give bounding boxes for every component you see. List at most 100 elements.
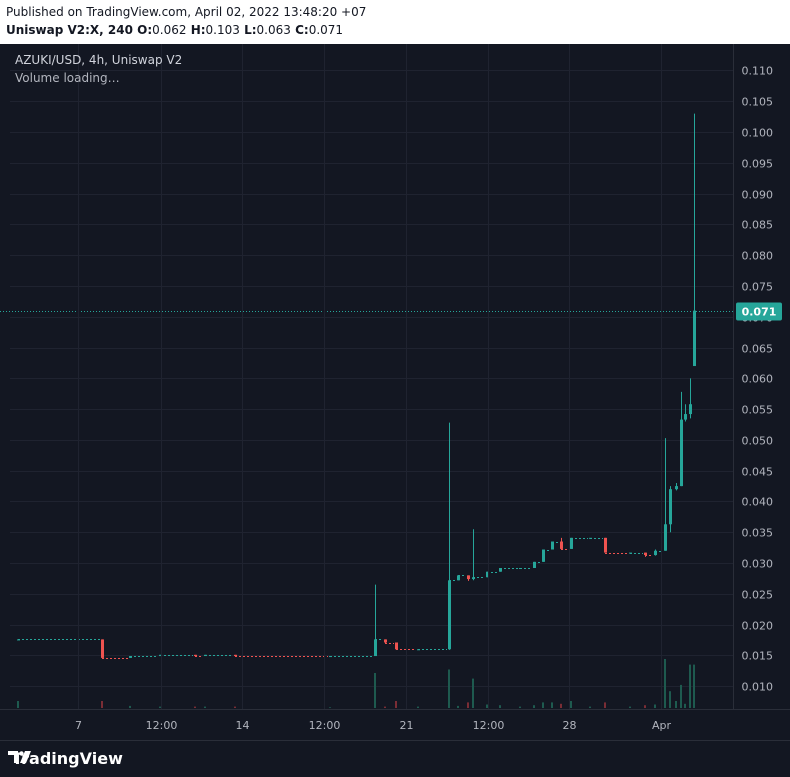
y-tick-label: 0.040 xyxy=(742,496,774,509)
volume-bar xyxy=(629,706,631,708)
candle-body xyxy=(560,541,563,549)
candle-body xyxy=(689,404,692,415)
candle-body xyxy=(570,537,573,549)
candle-body xyxy=(589,537,592,539)
open-value: 0.062 xyxy=(152,23,187,37)
candle-body xyxy=(467,575,470,580)
tradingview-logo-text: TradingView xyxy=(12,749,123,768)
candle-body xyxy=(654,550,657,556)
volume-bar xyxy=(417,706,419,708)
y-tick-label: 0.065 xyxy=(742,343,774,356)
candle-body xyxy=(519,567,522,569)
chart-area[interactable]: 0.110 0.105 0.100 0.095 0.090 0.085 0.080 0.075… xyxy=(0,44,790,740)
candle-body xyxy=(159,654,162,657)
y-tick-label: 0.080 xyxy=(742,250,774,263)
candle-body xyxy=(384,639,387,643)
candle-body xyxy=(675,486,678,490)
volume-bar xyxy=(194,706,196,708)
candle-body xyxy=(101,639,104,658)
volume-bar xyxy=(472,678,474,708)
candle-body xyxy=(684,414,687,420)
candle-body xyxy=(129,656,132,658)
volume-bar xyxy=(560,703,562,708)
candle-body xyxy=(374,639,377,657)
y-tick-label: 0.035 xyxy=(742,527,774,540)
x-tick-label: 14 xyxy=(236,719,250,732)
volume-bar xyxy=(675,701,677,708)
x-tick-label: 28 xyxy=(563,719,577,732)
volume-bar xyxy=(669,691,671,708)
volume-bar xyxy=(457,705,459,708)
candle-body xyxy=(448,580,451,650)
y-tick-label: 0.015 xyxy=(742,650,774,663)
close-value: 0.071 xyxy=(308,23,344,37)
footer: TradingView xyxy=(0,740,790,777)
x-tick-label: 21 xyxy=(400,719,414,732)
volume-bar xyxy=(486,704,488,708)
volume-bar xyxy=(519,706,521,708)
volume-bar xyxy=(395,701,397,708)
volume-bar xyxy=(499,705,501,708)
low-label: L: xyxy=(244,23,257,37)
volume-bar xyxy=(542,702,544,708)
last-price-label: 0.071 xyxy=(742,306,777,319)
close-label: C: xyxy=(295,23,309,37)
x-tick-label: 7 xyxy=(75,719,82,732)
candle-body xyxy=(669,489,672,525)
volume-bar xyxy=(129,705,131,708)
volume-bar xyxy=(680,684,682,708)
volume-bar xyxy=(204,706,206,708)
open-label: O: xyxy=(137,23,153,37)
x-tick-label: 12:00 xyxy=(473,719,505,732)
candle-body xyxy=(472,577,475,580)
symbol-ohlc-line: Uniswap V2:X, 240 O:0.062 H:0.103 L:0.06… xyxy=(6,23,343,37)
volume-bar xyxy=(654,704,656,708)
publish-header: Published on TradingView.com, April 02, … xyxy=(0,0,790,44)
y-tick-label: 0.090 xyxy=(742,189,774,202)
x-tick-label: 12:00 xyxy=(309,719,341,732)
y-tick-label: 0.110 xyxy=(742,65,774,78)
published-info: Published on TradingView.com, April 02, … xyxy=(6,5,367,19)
candle-body xyxy=(693,310,696,367)
volume-bar xyxy=(604,702,606,708)
low-value: 0.063 xyxy=(256,23,291,37)
x-tick-label: 12:00 xyxy=(146,719,178,732)
candle-body xyxy=(680,419,683,487)
x-tick-label: Apr xyxy=(652,719,672,732)
volume-bar xyxy=(644,705,646,708)
volume-bar xyxy=(467,702,469,708)
volume-bar xyxy=(684,703,686,708)
y-tick-label: 0.055 xyxy=(742,404,774,417)
y-tick-label: 0.105 xyxy=(742,96,774,109)
candle-body xyxy=(542,549,545,562)
volume-bar xyxy=(589,706,591,708)
y-tick-label: 0.010 xyxy=(742,681,774,694)
tradingview-logo-icon xyxy=(8,751,31,763)
candle-body xyxy=(395,642,398,650)
volume-bar xyxy=(570,701,572,708)
candle-body xyxy=(417,649,420,651)
y-tick-label: 0.095 xyxy=(742,158,774,171)
chart-symbol-legend: AZUKI/USD, 4h, Uniswap V2 xyxy=(15,53,183,67)
volume-bar xyxy=(234,706,236,708)
candle-body xyxy=(486,571,489,578)
tradingview-logo[interactable]: TradingView xyxy=(8,749,123,768)
candle-body xyxy=(644,552,647,556)
candle-body xyxy=(604,537,607,553)
y-tick-label: 0.020 xyxy=(742,620,774,633)
volume-bar xyxy=(101,701,103,708)
y-tick-label: 0.060 xyxy=(742,373,774,386)
candlestick-chart[interactable]: 0.110 0.105 0.100 0.095 0.090 0.085 0.080 0.075… xyxy=(0,44,790,740)
y-tick-label: 0.075 xyxy=(742,281,774,294)
y-tick-label: 0.085 xyxy=(742,219,774,232)
volume-bar xyxy=(533,705,535,708)
high-value: 0.103 xyxy=(205,23,240,37)
candle-body xyxy=(533,561,536,568)
candle-body xyxy=(499,567,502,572)
symbol-info: Uniswap V2:X, 240 xyxy=(6,23,133,37)
volume-status: Volume loading… xyxy=(15,71,120,85)
volume-bar xyxy=(664,659,666,708)
volume-bar xyxy=(384,706,386,708)
y-tick-label: 0.050 xyxy=(742,435,774,448)
y-tick-label: 0.030 xyxy=(742,558,774,571)
